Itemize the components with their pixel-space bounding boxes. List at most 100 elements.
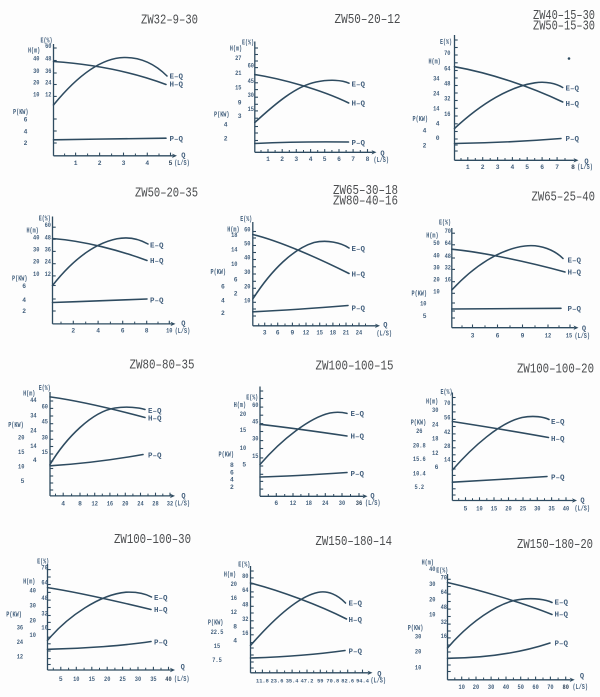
svg-text:P–Q: P–Q [154, 640, 168, 648]
svg-text:70: 70 [444, 400, 451, 407]
svg-text:H–Q: H–Q [154, 607, 168, 615]
svg-text:48: 48 [444, 81, 451, 88]
svg-text:4: 4 [145, 160, 149, 167]
svg-text:H(m): H(m) [27, 228, 39, 236]
svg-text:Q: Q [181, 320, 185, 328]
svg-text:H(m): H(m) [224, 572, 236, 580]
svg-text:9: 9 [521, 333, 525, 340]
svg-text:(L/S): (L/S) [377, 331, 393, 339]
svg-text:H–Q: H–Q [566, 101, 580, 109]
svg-text:E–Q: E–Q [351, 411, 365, 419]
svg-text:20: 20 [244, 283, 251, 290]
svg-text:P–Q: P–Q [551, 475, 565, 483]
svg-text:20: 20 [18, 434, 25, 441]
svg-text:18: 18 [306, 500, 313, 507]
svg-text:H(m): H(m) [234, 402, 246, 410]
svg-text:4: 4 [24, 129, 28, 136]
svg-text:Q: Q [380, 151, 384, 159]
svg-text:H(m): H(m) [429, 59, 441, 67]
svg-text:P–Q: P–Q [352, 140, 366, 148]
svg-text:H(m): H(m) [230, 46, 242, 54]
svg-text:30: 30 [415, 633, 422, 640]
svg-text:ZW50–20–12: ZW50–20–12 [335, 12, 401, 28]
svg-text:E–Q: E–Q [170, 74, 184, 82]
svg-text:H–Q: H–Q [148, 416, 162, 424]
svg-text:H(m): H(m) [28, 48, 40, 56]
svg-text:4: 4 [230, 476, 234, 483]
svg-text:P(KW): P(KW) [214, 112, 230, 120]
svg-text:5: 5 [169, 160, 173, 167]
svg-text:10: 10 [231, 261, 238, 268]
svg-text:59: 59 [317, 678, 324, 685]
svg-text:4: 4 [33, 457, 37, 464]
svg-text:ZW50–15–30: ZW50–15–30 [533, 19, 595, 35]
svg-text:16: 16 [444, 111, 451, 118]
svg-text:P(KW): P(KW) [412, 291, 428, 299]
svg-text:15: 15 [240, 427, 247, 434]
svg-text:30: 30 [534, 505, 541, 512]
svg-text:H–Q: H–Q [555, 612, 569, 620]
svg-text:5: 5 [464, 505, 468, 512]
svg-text:35: 35 [150, 676, 157, 683]
svg-text:10: 10 [73, 676, 80, 683]
svg-text:24: 24 [356, 330, 363, 337]
svg-text:25: 25 [119, 676, 126, 683]
svg-text:20: 20 [30, 617, 37, 624]
svg-text:30: 30 [244, 269, 251, 276]
svg-text:24: 24 [30, 427, 37, 434]
svg-text:50: 50 [244, 241, 251, 248]
svg-text:P–Q: P–Q [352, 306, 366, 314]
svg-text:60: 60 [45, 43, 52, 50]
svg-text:P–Q: P–Q [170, 136, 184, 144]
svg-text:15: 15 [252, 453, 259, 460]
svg-text:26: 26 [416, 428, 423, 435]
svg-text:8: 8 [78, 500, 82, 507]
svg-text:2: 2 [24, 140, 28, 147]
svg-text:3: 3 [294, 156, 298, 163]
svg-text:60: 60 [244, 227, 251, 234]
svg-text:P–Q: P–Q [349, 649, 363, 657]
svg-text:P(KW): P(KW) [12, 276, 28, 284]
svg-text:10: 10 [18, 464, 25, 471]
svg-text:ZW50–20–35: ZW50–20–35 [135, 186, 198, 202]
svg-text:20: 20 [33, 259, 40, 266]
svg-text:18: 18 [330, 330, 337, 337]
svg-text:P(KW): P(KW) [219, 452, 235, 460]
svg-text:E(%): E(%) [39, 215, 51, 223]
svg-text:60: 60 [45, 222, 52, 229]
svg-text:P–Q: P–Q [555, 641, 569, 649]
svg-text:Q: Q [383, 322, 387, 330]
svg-text:Q: Q [580, 673, 584, 681]
svg-text:2: 2 [481, 164, 485, 171]
svg-text:Q: Q [377, 671, 381, 679]
svg-text:H–Q: H–Q [349, 617, 363, 625]
svg-text:10: 10 [420, 301, 427, 308]
svg-text:Q: Q [370, 493, 374, 501]
svg-text:60: 60 [532, 684, 539, 691]
svg-text:H–Q: H–Q [150, 258, 164, 266]
svg-text:64: 64 [445, 240, 452, 247]
svg-text:18: 18 [231, 232, 238, 239]
svg-text:7: 7 [555, 164, 559, 171]
svg-text:P(KW): P(KW) [13, 109, 29, 117]
svg-text:ZW80–80–35: ZW80–80–35 [130, 358, 195, 374]
svg-text:18: 18 [432, 436, 439, 443]
svg-text:8: 8 [233, 624, 237, 631]
svg-text:16: 16 [107, 500, 114, 507]
svg-text:15: 15 [491, 505, 498, 512]
svg-text:E(%): E(%) [440, 39, 452, 47]
svg-text:7: 7 [351, 156, 355, 163]
svg-text:6: 6 [435, 464, 439, 471]
svg-text:36: 36 [17, 625, 24, 632]
svg-text:1: 1 [74, 160, 78, 167]
svg-text:Q: Q [580, 498, 584, 506]
svg-text:12: 12 [45, 91, 52, 98]
svg-text:H(m): H(m) [426, 399, 438, 407]
svg-text:32: 32 [167, 500, 174, 507]
svg-text:2: 2 [71, 328, 75, 335]
svg-text:94.4: 94.4 [356, 678, 369, 685]
svg-text:12: 12 [17, 654, 24, 661]
svg-text:P–Q: P–Q [568, 306, 582, 314]
svg-text:70: 70 [441, 574, 448, 581]
svg-text:ZW32–9–30: ZW32–9–30 [141, 13, 198, 29]
